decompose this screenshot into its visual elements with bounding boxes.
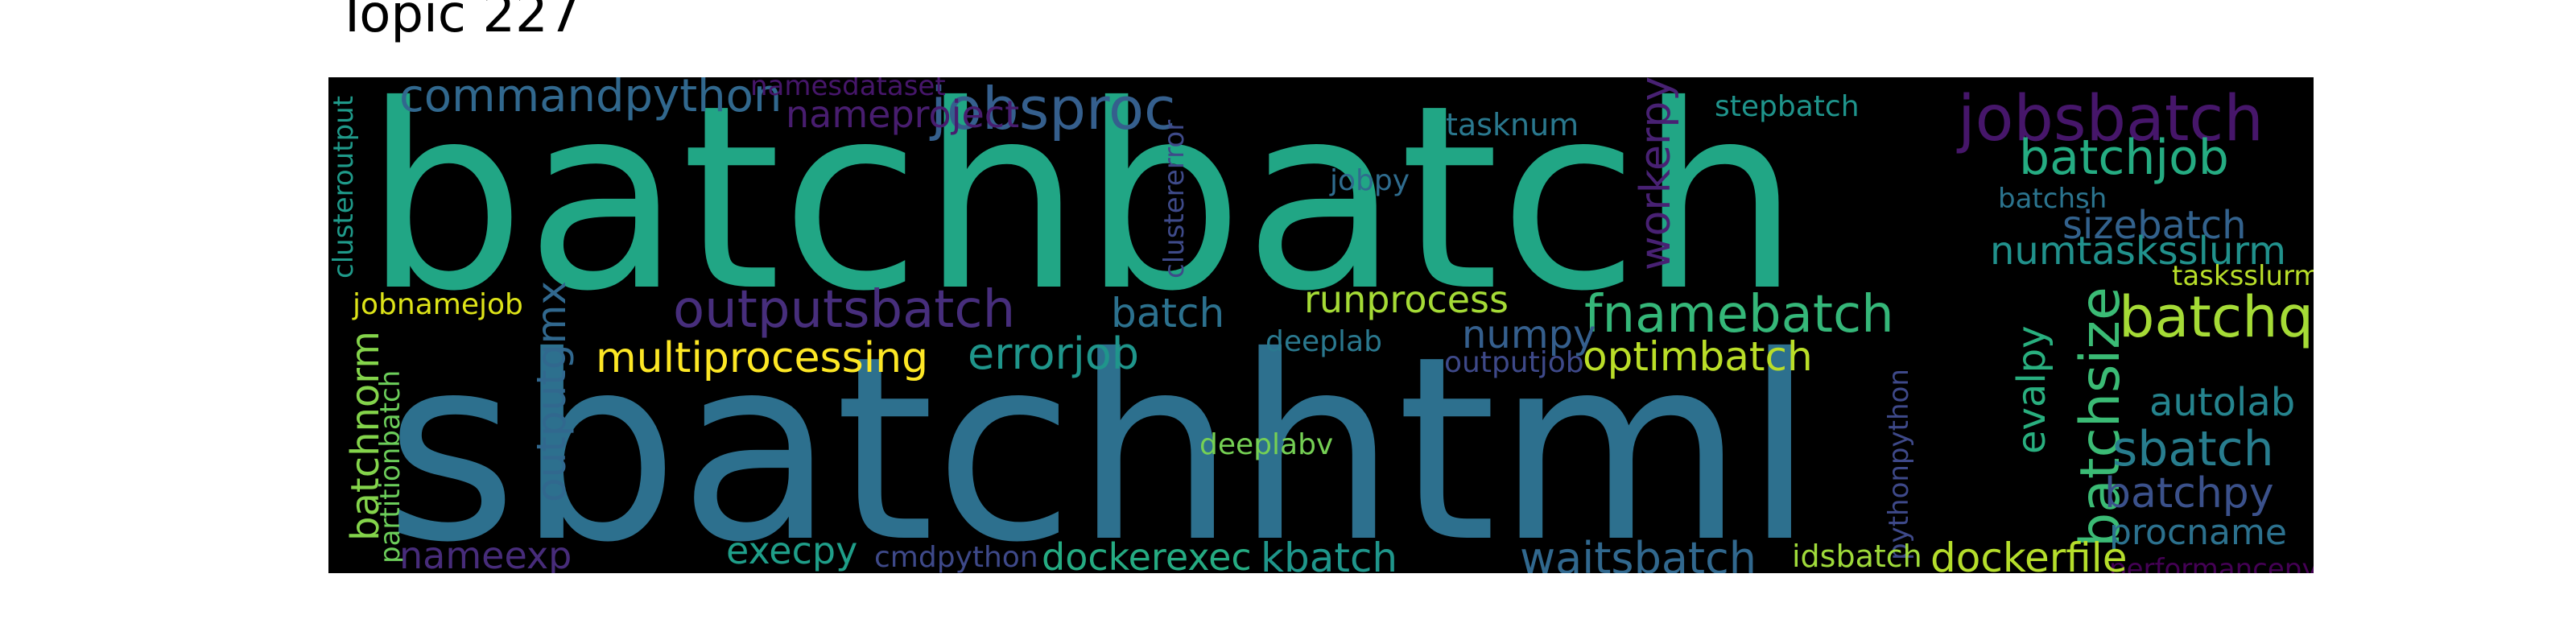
word-sizebatch: sizebatch <box>2062 203 2247 248</box>
word-numtasksslurm: numtasksslurm <box>1990 229 2286 274</box>
word-multiprocessing: multiprocessing <box>596 334 928 382</box>
word-numpy: numpy <box>1462 312 1596 357</box>
word-deeplabv: deeplabv <box>1199 428 1333 461</box>
word-outputjob: outputjob <box>1444 346 1584 379</box>
word-procname: procname <box>2109 512 2287 553</box>
word-execpy: execpy <box>726 529 857 572</box>
word-sbatch: sbatch <box>2112 421 2274 477</box>
word-performancepy: performancepy <box>2109 553 2314 573</box>
word-tasknum: tasknum <box>1446 107 1579 142</box>
word-jobsproc: jobsproc <box>929 77 1176 142</box>
word-batchnorm: batchnorm <box>343 331 388 541</box>
word-nameexp: nameexp <box>399 534 572 573</box>
word-kbatch: kbatch <box>1261 535 1397 573</box>
word-evalpy: evalpy <box>2009 325 2054 454</box>
word-outputgmx: outputgmx <box>528 281 575 502</box>
word-batchpy: batchpy <box>2104 469 2274 518</box>
word-batchq: batchq <box>2119 284 2314 350</box>
word-stepbatch: stepbatch <box>1715 90 1860 123</box>
word-autolab: autolab <box>2149 380 2295 425</box>
word-batchjob: batchjob <box>2019 130 2229 186</box>
word-namesdataset: namesdataset <box>750 77 946 102</box>
word-batchbatch: batchbatch <box>364 77 1800 347</box>
word-errorjob: errorjob <box>968 328 1139 379</box>
word-waitsbatch: waitsbatch <box>1520 533 1757 573</box>
word-workerpy: workerpy <box>1632 77 1680 270</box>
word-idsbatch: idsbatch <box>1792 539 1922 573</box>
word-nameproject: nameproject <box>786 93 1019 136</box>
word-jobnamejob: jobnamejob <box>352 288 523 321</box>
word-batchsize: batchsize <box>2069 287 2132 547</box>
word-deeplab: deeplab <box>1265 325 1382 358</box>
word-sbatchhtml: sbatchhtml <box>385 302 1815 573</box>
word-runprocess: runprocess <box>1304 278 1509 321</box>
word-fnamebatch: fnamebatch <box>1584 285 1894 345</box>
word-batch: batch <box>1111 290 1224 336</box>
word-outputsbatch: outputsbatch <box>673 280 1015 340</box>
word-partitionbatch: partitionbatch <box>374 370 407 564</box>
figure-title: Topic 227 <box>336 0 581 44</box>
word-cmdpython: cmdpython <box>874 541 1038 573</box>
word-jobpy: jobpy <box>1329 164 1410 197</box>
word-pythonpython: pythonpython <box>1883 369 1915 560</box>
word-clustererror: clustererror <box>1158 120 1191 279</box>
word-dockerfile: dockerfile <box>1930 535 2127 573</box>
word-tasksslurm: tasksslurm <box>2172 260 2314 292</box>
word-batchsh: batchsh <box>1998 183 2107 215</box>
word-optimbatch: optimbatch <box>1583 333 1813 380</box>
word-cloud-panel: batchbatch sbatchhtml jobsbatch jobsproc com… <box>328 77 2314 573</box>
word-jobsbatch: jobsbatch <box>1956 83 2264 155</box>
word-commandpython: commandpython <box>399 77 782 122</box>
word-dockerexec: dockerexec <box>1042 535 1252 573</box>
word-clusteroutput: clusteroutput <box>328 96 360 279</box>
